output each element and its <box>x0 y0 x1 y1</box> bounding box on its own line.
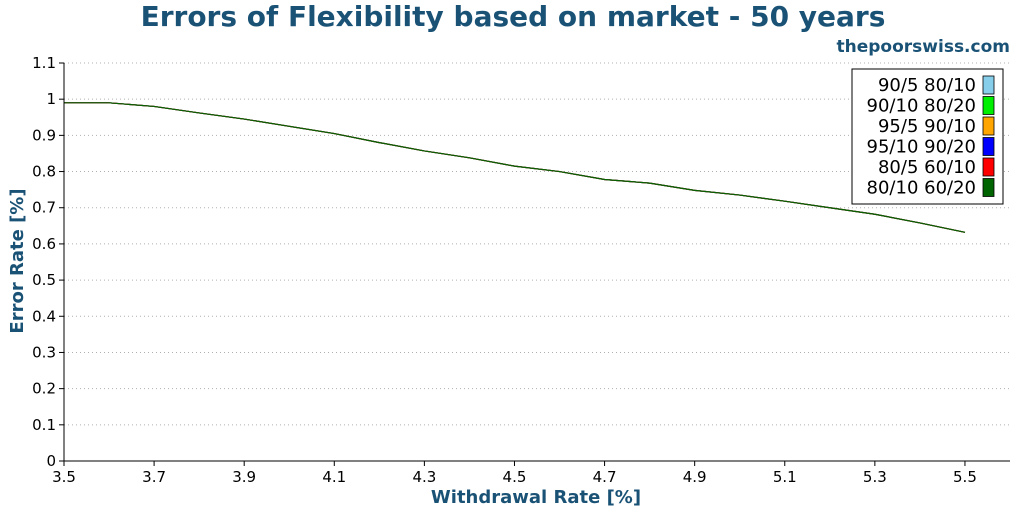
watermark: thepoorswiss.com <box>837 37 1011 57</box>
x-axis-label: Withdrawal Rate [%] <box>431 487 641 508</box>
series-line-5 <box>64 102 966 233</box>
y-tick-label: 0.2 <box>32 380 56 398</box>
y-tick-label: 1 <box>46 90 56 108</box>
legend-swatch-5 <box>982 157 995 177</box>
y-tick-label: 0 <box>46 452 56 470</box>
legend-box <box>851 68 1004 205</box>
x-tick-label: 4.9 <box>683 468 707 486</box>
series-layer <box>64 102 966 233</box>
x-tick-label: 5.1 <box>773 468 797 486</box>
legend-swatch-4 <box>982 137 995 156</box>
x-tick-label: 4.1 <box>322 468 346 486</box>
y-tick-label: 0.4 <box>32 307 56 325</box>
x-tick-label: 4.7 <box>593 468 617 486</box>
y-tick-label: 1.1 <box>32 54 56 72</box>
series-line-6 <box>64 102 966 233</box>
series-line-1 <box>64 102 966 233</box>
legend-swatch-6 <box>982 178 995 197</box>
y-tick-label: 0.7 <box>32 199 56 217</box>
x-ticks: 3.5 3.7 3.9 4.1 4.3 4.5 4.7 4.9 5.1 5.3 5.5 <box>52 461 977 486</box>
series-line-3 <box>64 102 966 233</box>
legend-label-5: 80/5 60/10 <box>878 157 976 178</box>
legend-label-6: 80/10 60/20 <box>867 178 976 199</box>
x-tick-label: 4.3 <box>412 468 436 486</box>
y-tick-label: 0.8 <box>32 163 56 181</box>
x-tick-label: 5.5 <box>953 468 977 486</box>
legend-label-3: 95/5 90/10 <box>878 116 976 137</box>
legend-swatch-1 <box>982 75 995 95</box>
x-tick-label: 3.5 <box>52 468 76 486</box>
y-tick-label: 0.6 <box>32 235 56 253</box>
x-tick-label: 4.5 <box>503 468 527 486</box>
legend-label-2: 90/10 80/20 <box>867 96 976 117</box>
y-tick-label: 0.9 <box>32 126 56 144</box>
legend-label-4: 95/10 90/20 <box>867 137 976 158</box>
y-tick-label: 0.1 <box>32 416 56 434</box>
axes <box>63 63 1010 462</box>
y-tick-label: 0.5 <box>32 271 56 289</box>
x-tick-label: 3.7 <box>142 468 166 486</box>
y-tick-label: 0.3 <box>32 343 56 361</box>
legend-swatch-2 <box>982 96 995 115</box>
series-line-4 <box>64 102 966 233</box>
chart-title: Errors of Flexibility based on market - … <box>141 0 886 33</box>
y-axis-label: Error Rate [%] <box>7 188 28 333</box>
x-tick-label: 3.9 <box>232 468 256 486</box>
series-line-2 <box>64 102 966 233</box>
legend-label-1: 90/5 80/10 <box>878 75 976 96</box>
legend-swatch-3 <box>982 116 995 136</box>
y-ticks: 0 0.1 0.2 0.3 0.4 0.5 0.6 0.7 0.8 0.9 1 1.1 <box>32 54 64 470</box>
x-tick-label: 5.3 <box>863 468 887 486</box>
